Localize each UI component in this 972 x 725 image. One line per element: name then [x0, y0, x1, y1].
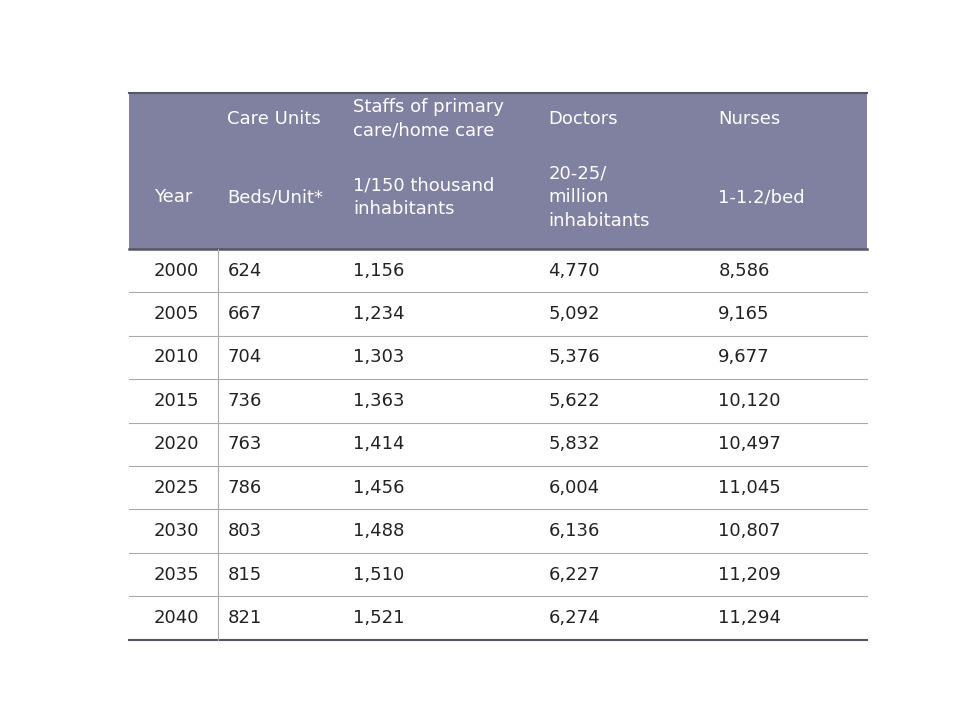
- Text: 2015: 2015: [154, 392, 199, 410]
- Text: 11,209: 11,209: [718, 566, 781, 584]
- Text: Nurses: Nurses: [718, 110, 781, 128]
- Text: 1,510: 1,510: [353, 566, 404, 584]
- Text: 1,456: 1,456: [353, 478, 404, 497]
- Text: 1,521: 1,521: [353, 609, 404, 627]
- Text: 1,156: 1,156: [353, 262, 404, 280]
- Bar: [129, 249, 867, 292]
- Text: 2030: 2030: [154, 522, 199, 540]
- Text: 5,832: 5,832: [548, 435, 600, 453]
- Text: 2040: 2040: [154, 609, 199, 627]
- Text: 10,497: 10,497: [718, 435, 781, 453]
- Bar: [129, 553, 867, 596]
- Text: 1-1.2/bed: 1-1.2/bed: [718, 188, 805, 206]
- Text: Year: Year: [154, 188, 191, 206]
- Bar: [129, 336, 867, 379]
- Text: 1,414: 1,414: [353, 435, 404, 453]
- Text: 704: 704: [227, 349, 261, 366]
- Text: 5,376: 5,376: [548, 349, 600, 366]
- Bar: [129, 379, 867, 423]
- Text: 6,274: 6,274: [548, 609, 600, 627]
- Text: 1/150 thousand
inhabitants: 1/150 thousand inhabitants: [353, 176, 495, 218]
- Text: 2000: 2000: [154, 262, 199, 280]
- Text: 6,227: 6,227: [548, 566, 600, 584]
- Text: 4,770: 4,770: [548, 262, 600, 280]
- Text: 5,622: 5,622: [548, 392, 600, 410]
- Text: 5,092: 5,092: [548, 305, 600, 323]
- Bar: [129, 292, 867, 336]
- Text: 1,363: 1,363: [353, 392, 404, 410]
- Text: 11,294: 11,294: [718, 609, 781, 627]
- Text: 20-25/
million
inhabitants: 20-25/ million inhabitants: [548, 165, 650, 230]
- Text: 786: 786: [227, 478, 261, 497]
- Text: 10,807: 10,807: [718, 522, 781, 540]
- Text: 10,120: 10,120: [718, 392, 781, 410]
- Text: 2020: 2020: [154, 435, 199, 453]
- Text: 2010: 2010: [154, 349, 199, 366]
- Text: 2025: 2025: [154, 478, 199, 497]
- Text: Doctors: Doctors: [548, 110, 618, 128]
- Text: 8,586: 8,586: [718, 262, 770, 280]
- Text: Care Units: Care Units: [227, 110, 321, 128]
- Text: 9,677: 9,677: [718, 349, 770, 366]
- Text: 11,045: 11,045: [718, 478, 781, 497]
- Text: 9,165: 9,165: [718, 305, 770, 323]
- Text: 1,488: 1,488: [353, 522, 404, 540]
- Text: 821: 821: [227, 609, 261, 627]
- Text: Beds/Unit*: Beds/Unit*: [227, 188, 324, 206]
- Text: 1,234: 1,234: [353, 305, 404, 323]
- Text: 736: 736: [227, 392, 261, 410]
- Text: 763: 763: [227, 435, 261, 453]
- Bar: [129, 596, 867, 639]
- Text: 2035: 2035: [154, 566, 199, 584]
- Text: 2005: 2005: [154, 305, 199, 323]
- Text: 803: 803: [227, 522, 261, 540]
- Text: 624: 624: [227, 262, 261, 280]
- Text: 815: 815: [227, 566, 261, 584]
- Text: 6,136: 6,136: [548, 522, 600, 540]
- Text: 1,303: 1,303: [353, 349, 404, 366]
- Bar: [129, 510, 867, 553]
- Text: Staffs of primary
care/home care: Staffs of primary care/home care: [353, 99, 503, 140]
- Text: 667: 667: [227, 305, 261, 323]
- Bar: [129, 466, 867, 510]
- Bar: [129, 93, 867, 249]
- Bar: [129, 423, 867, 466]
- Text: 6,004: 6,004: [548, 478, 600, 497]
